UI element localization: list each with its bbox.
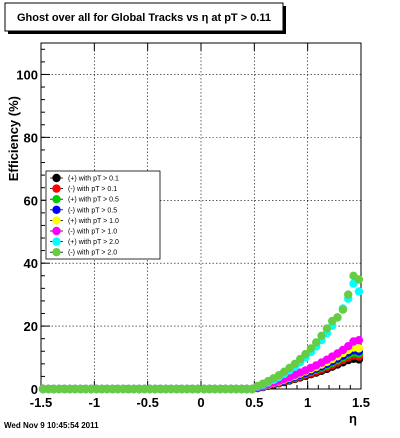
legend-label: (-) with pT > 0.1 [68, 186, 117, 193]
legend-marker [52, 173, 61, 183]
data-point [333, 313, 342, 322]
y-tick-label: 0 [31, 382, 38, 397]
y-axis-title: Efficiency (%) [6, 96, 21, 181]
legend-label: (-) with pT > 0.5 [68, 207, 117, 214]
y-tick-label: 80 [24, 130, 38, 145]
legend-marker [52, 248, 61, 257]
data-point [322, 324, 332, 333]
title-box [4, 2, 284, 32]
data-point [296, 354, 305, 364]
legend-marker [52, 226, 61, 236]
legend-marker [52, 216, 61, 225]
legend-box [45, 170, 161, 260]
y-tick-label: 20 [24, 319, 38, 334]
legend-marker [52, 205, 61, 214]
legend-label: (-) with pT > 1.0 [68, 229, 117, 236]
legend-label: (+) with pT > 1.0 [68, 218, 119, 225]
data-point [193, 384, 202, 394]
y-tick-label: 60 [24, 193, 38, 208]
x-tick-label: 0 [197, 395, 204, 410]
x-tick-label: -1.5 [30, 395, 52, 410]
data-markers [38, 271, 364, 394]
legend-label: (-) with pT > 2.0 [68, 250, 117, 257]
x-tick-label: 0.5 [245, 395, 263, 410]
legend-marker [52, 237, 61, 246]
data-point [301, 349, 310, 359]
data-point [306, 344, 316, 353]
x-tick-label: 1.5 [352, 395, 370, 410]
data-point [354, 275, 364, 284]
legend-label: (+) with pT > 0.5 [68, 197, 119, 204]
x-tick-label: 1 [304, 395, 311, 410]
chart-title: Ghost over all for Global Tracks vs η at… [17, 12, 271, 24]
legend-marker [52, 195, 61, 204]
data-point [344, 290, 353, 299]
data-point [354, 336, 364, 345]
x-axis-title: η [349, 411, 357, 426]
data-point [354, 287, 364, 296]
data-point [317, 331, 326, 340]
y-tick-label: 100 [16, 67, 38, 82]
series-8 [38, 271, 364, 394]
data-point [354, 344, 364, 353]
tick-labels: -1.5 -1 -0.5 0 0.5 1 1.5 0 20 40 60 80 100 [16, 67, 370, 410]
timestamp: Wed Nov 9 10:45:54 2011 [4, 421, 99, 430]
data-point [338, 305, 348, 314]
legend-label: (+) with pT > 0.1 [68, 176, 119, 183]
legend-label: (+) with pT > 2.0 [68, 239, 119, 246]
y-tick-label: 40 [24, 256, 38, 271]
x-tick-label: -0.5 [136, 395, 158, 410]
legend-marker [52, 184, 61, 193]
x-tick-label: -1 [89, 395, 101, 410]
data-point [312, 338, 321, 347]
legend: (+) with pT > 0.1 (-) with pT > 0.1 (+) wi… [50, 173, 119, 257]
